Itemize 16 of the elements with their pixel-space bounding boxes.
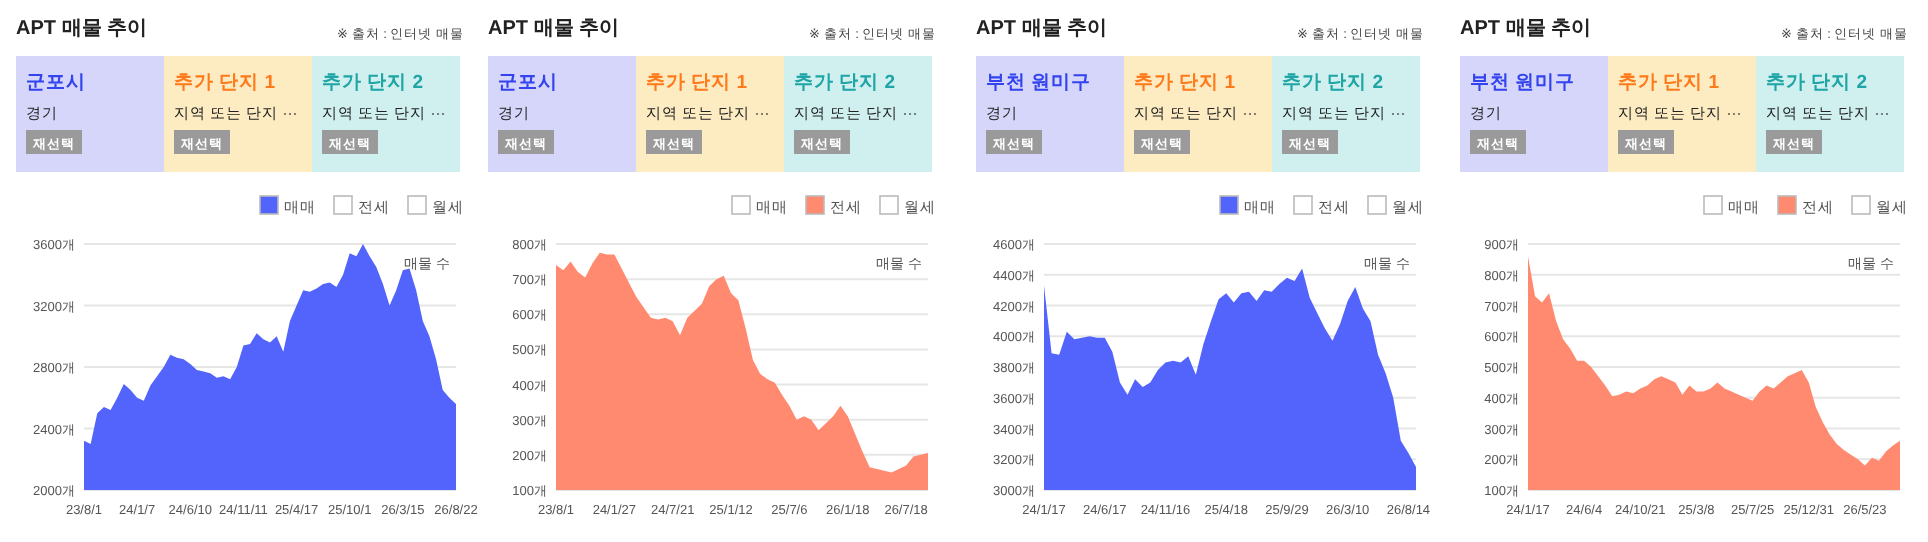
category-label: 추가 단지 1 xyxy=(174,72,277,94)
category-label: 부천 원미구 xyxy=(986,72,1092,94)
category-label: 추가 단지 2 xyxy=(322,72,424,94)
text: APT 매물 추이 xyxy=(976,18,1108,40)
category-label: 부천 원미구 xyxy=(1470,72,1576,94)
category-label: 추가 단지 2 xyxy=(1282,72,1384,94)
text: APT 매물 추이 xyxy=(1460,18,1592,40)
category-label: 추가 단지 1 xyxy=(1618,72,1721,94)
category-label: 추가 단지 1 xyxy=(1134,72,1237,94)
category-label: 군포시 xyxy=(498,72,558,94)
text: APT 매물 추이 xyxy=(16,18,148,40)
category-label: 추가 단지 2 xyxy=(1766,72,1868,94)
category-label: 추가 단지 1 xyxy=(646,72,749,94)
category-label: 군포시 xyxy=(26,72,86,94)
text: APT 매물 추이 xyxy=(488,18,620,40)
category-label: 추가 단지 2 xyxy=(794,72,896,94)
